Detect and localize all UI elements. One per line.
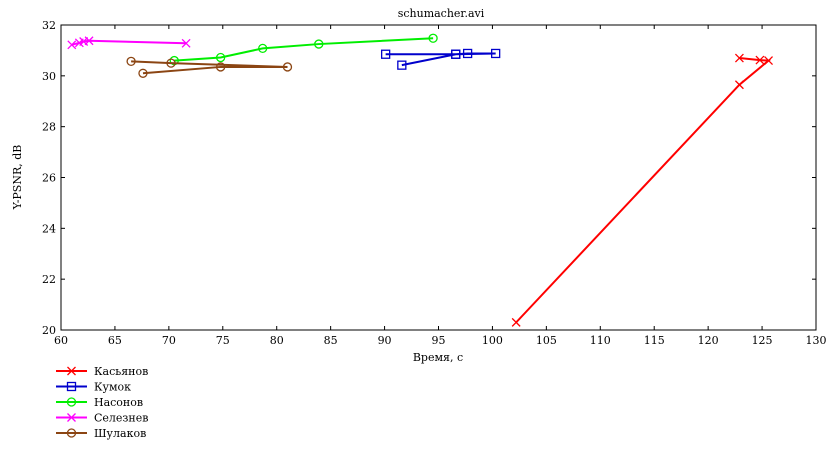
x-tick-label: 65 (108, 334, 122, 347)
series-layer (67, 33, 774, 327)
data-point-marker (462, 48, 473, 59)
data-point-marker (428, 33, 438, 43)
legend-item: Касьянов (56, 365, 148, 378)
x-tick-label: 115 (644, 334, 665, 347)
y-tick-label: 30 (42, 70, 56, 83)
data-point-marker (511, 317, 521, 327)
legend-marker (67, 366, 76, 376)
x-tick-label: 70 (162, 334, 176, 347)
y-tick-label: 22 (42, 273, 56, 286)
data-point-marker (126, 56, 136, 66)
x-tick-label: 90 (378, 334, 392, 347)
legend: Касьянов Кумок Насонов Селезнев Шулаков (56, 365, 148, 440)
data-point-marker (755, 55, 765, 65)
data-point-marker (764, 56, 774, 66)
series-line (515, 57, 772, 324)
x-tick-label: 80 (270, 334, 284, 347)
legend-marker (66, 397, 77, 407)
series-group (126, 56, 293, 78)
x-tick-label: 60 (54, 334, 68, 347)
legend-marker (67, 413, 76, 422)
data-point-marker (380, 49, 391, 59)
legend-label: Шулаков (94, 427, 146, 440)
series-group (67, 36, 191, 50)
data-point-marker (166, 58, 176, 68)
data-point-marker (282, 62, 293, 72)
chart-title: schumacher.avi (398, 7, 485, 20)
data-point-marker (734, 53, 744, 63)
series-group (511, 53, 774, 327)
y-tick-label: 26 (42, 172, 56, 185)
y-tick-label: 28 (42, 121, 56, 134)
data-point-marker (215, 52, 226, 63)
legend-item: Селезнев (56, 412, 148, 425)
series-line (131, 60, 288, 75)
x-tick-label: 95 (432, 334, 446, 347)
legend-marker (66, 381, 77, 392)
series-line (174, 37, 434, 62)
legend-marker (66, 428, 77, 438)
legend-item: Кумок (56, 381, 131, 394)
x-tick-label: 120 (698, 334, 719, 347)
data-point-marker (258, 43, 268, 54)
data-point-marker (84, 36, 94, 46)
y-tick-label: 32 (42, 19, 56, 32)
data-point-marker (67, 40, 77, 50)
series-group (380, 48, 501, 70)
data-point-marker (451, 49, 461, 59)
data-point-marker (734, 80, 744, 90)
x-tick-label: 105 (536, 334, 557, 347)
data-point-marker (181, 38, 191, 48)
legend-item: Насонов (56, 396, 143, 409)
legend-label: Кумок (94, 381, 131, 394)
data-point-marker (314, 39, 324, 49)
legend-item: Шулаков (56, 427, 146, 440)
x-tick-label: 100 (482, 334, 503, 347)
legend-label: Селезнев (94, 412, 148, 425)
data-point-marker (491, 48, 501, 59)
x-tick-label: 125 (752, 334, 773, 347)
x-tick-label: 75 (216, 334, 230, 347)
series-line (385, 52, 496, 67)
x-tick-label: 130 (806, 334, 827, 347)
data-point-marker (138, 68, 148, 78)
series-group (169, 33, 438, 66)
legend-label: Касьянов (94, 365, 148, 378)
legend-label: Насонов (94, 396, 143, 409)
axis-ticks: 60 65 70 75 80 85 90 95 100 105 110 115 120 125 130 20 2… (42, 19, 827, 347)
y-tick-label: 24 (42, 222, 56, 235)
x-axis-title: Время, с (413, 351, 463, 364)
data-point-marker (215, 62, 226, 72)
x-tick-label: 85 (324, 334, 338, 347)
y-tick-label: 20 (42, 324, 56, 337)
y-axis-title: Y-PSNR, dB (11, 145, 24, 211)
x-tick-label: 110 (590, 334, 611, 347)
data-point-marker (397, 60, 407, 70)
